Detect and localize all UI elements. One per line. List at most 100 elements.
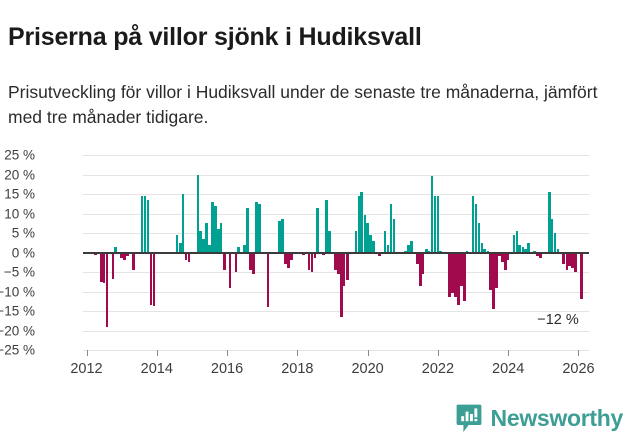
bar	[366, 223, 369, 253]
bar	[246, 207, 249, 253]
bar	[278, 221, 282, 253]
x-axis-tick-label: 2026	[562, 361, 595, 377]
bar	[416, 252, 419, 265]
bar-chart-speech-bubble-icon	[456, 404, 482, 433]
bar	[258, 203, 261, 253]
bar	[556, 248, 560, 253]
bar	[377, 252, 381, 257]
bar	[389, 203, 393, 253]
bar-chart: 25 % 20 % 15 % 10 % 5 % 0 % −5 % −10 % −15 % −20 …	[0, 145, 631, 390]
bar	[369, 234, 372, 253]
bar	[363, 215, 367, 253]
x-axis-tick	[437, 350, 439, 356]
bar	[184, 252, 188, 261]
bar	[448, 252, 451, 298]
bar	[571, 252, 574, 269]
bar	[249, 252, 252, 271]
bar	[574, 252, 577, 272]
bar	[539, 252, 542, 259]
gridline	[83, 330, 589, 332]
x-axis-tick	[367, 350, 369, 356]
bar	[345, 252, 349, 280]
bar	[410, 240, 413, 253]
bar	[322, 252, 325, 255]
bar	[477, 223, 481, 253]
bar	[550, 219, 554, 253]
bar	[307, 252, 311, 271]
bar	[342, 252, 346, 286]
bar	[102, 252, 106, 283]
bar	[506, 252, 510, 261]
x-axis-tick	[578, 350, 580, 356]
bar	[498, 252, 501, 257]
bar	[392, 219, 396, 253]
bar	[492, 252, 495, 310]
gridline	[83, 272, 589, 273]
bar	[199, 231, 202, 253]
bar	[524, 248, 528, 253]
bar	[456, 252, 460, 306]
bar	[489, 252, 492, 290]
gridline	[83, 291, 589, 293]
bar	[202, 238, 205, 253]
y-axis-tick-label: 25 %	[4, 147, 35, 163]
y-axis-tick-label: −20 %	[0, 323, 35, 338]
bar	[290, 252, 293, 261]
bar	[222, 252, 226, 271]
bar	[281, 219, 284, 253]
gridline	[83, 155, 589, 156]
bar	[436, 195, 440, 253]
y-axis-tick-label: 0 %	[11, 245, 35, 260]
y-axis-tick-label: −25 %	[0, 342, 35, 358]
page-subtitle: Prisutveckling för villor i Hudiksvall u…	[8, 81, 598, 127]
bar	[504, 252, 507, 271]
y-axis-tick-label: 5 %	[11, 225, 35, 241]
bar	[140, 195, 144, 253]
bar	[313, 252, 317, 259]
bar	[460, 252, 463, 286]
x-axis-tick-label: 2024	[492, 361, 525, 377]
x-axis-tick	[86, 350, 88, 356]
bar	[536, 252, 539, 257]
bar	[337, 252, 340, 274]
x-axis-tick-label: 2018	[281, 361, 314, 377]
bar	[126, 252, 129, 257]
bar	[214, 205, 217, 253]
bar	[527, 242, 530, 253]
plot-area: 25 % 20 % 15 % 10 % 5 % 0 % −5 % −10 % −15 % −20 …	[0, 148, 589, 358]
bar	[237, 246, 240, 253]
bar	[518, 244, 522, 253]
bar	[354, 231, 358, 253]
bar	[266, 252, 270, 308]
bar	[152, 252, 156, 307]
bar	[181, 194, 185, 253]
x-axis-tick-label: 2016	[210, 361, 244, 377]
bar	[357, 195, 361, 253]
gridline	[83, 174, 589, 176]
bar	[211, 201, 214, 253]
bar	[407, 244, 411, 253]
bar	[123, 252, 126, 260]
bar	[515, 231, 519, 253]
bar	[565, 252, 569, 271]
bar	[252, 252, 255, 274]
bar	[254, 201, 258, 253]
bar	[500, 252, 504, 263]
bar	[179, 242, 182, 253]
bar	[474, 203, 478, 253]
bar	[205, 223, 208, 253]
gridline	[83, 213, 589, 215]
y-axis-tick-label: 20 %	[4, 167, 35, 182]
page-title: Priserna på villor sjönk i Hudiksvall	[8, 22, 422, 51]
bar	[216, 229, 220, 253]
bar	[287, 252, 290, 269]
bar	[175, 234, 179, 253]
bar	[284, 252, 288, 265]
bar	[360, 192, 363, 253]
bar	[553, 233, 557, 253]
bar	[310, 252, 314, 272]
x-axis-line	[83, 350, 589, 351]
bar	[547, 192, 551, 253]
bar	[234, 252, 238, 272]
